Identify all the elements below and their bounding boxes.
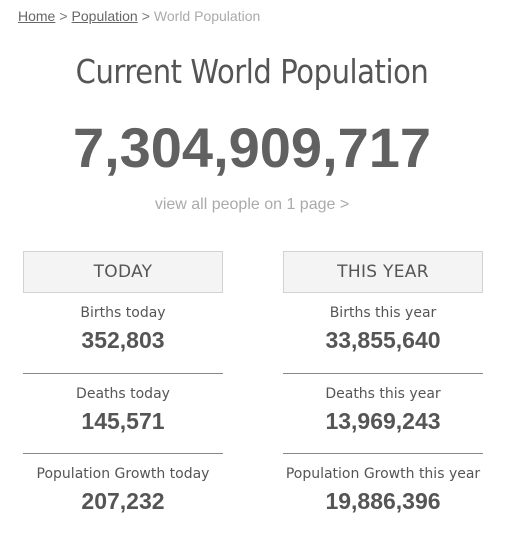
view-all-people-link[interactable]: view all people on 1 page > xyxy=(154,196,350,213)
births-today-label: Births today xyxy=(80,305,166,321)
world-population-counter: 7,304,909,717 xyxy=(72,116,432,179)
growth-this-year-stat: Population Growth this year 19,886,396 xyxy=(283,453,483,533)
growth-this-year-label: Population Growth this year xyxy=(285,466,481,482)
this-year-header: THIS YEAR xyxy=(283,251,483,293)
growth-today-stat: Population Growth today 207,232 xyxy=(23,453,223,533)
breadcrumb: Home > Population > World Population xyxy=(18,8,260,24)
deaths-today-label: Deaths today xyxy=(76,386,170,402)
breadcrumb-home-link[interactable]: Home xyxy=(18,8,56,24)
breadcrumb-separator: > xyxy=(59,8,68,24)
deaths-this-year-stat: Deaths this year 13,969,243 xyxy=(283,373,483,453)
deaths-today-stat: Deaths today 145,571 xyxy=(23,373,223,453)
breadcrumb-current: World Population xyxy=(153,8,261,24)
page-title: Current World Population xyxy=(75,52,429,91)
growth-this-year-value: 19,886,396 xyxy=(325,488,441,514)
births-this-year-value: 33,855,640 xyxy=(325,327,441,353)
births-this-year-label: Births this year xyxy=(329,305,437,321)
breadcrumb-population-link[interactable]: Population xyxy=(71,8,138,24)
births-today-stat: Births today 352,803 xyxy=(23,293,223,373)
births-this-year-stat: Births this year 33,855,640 xyxy=(283,293,483,373)
growth-today-value: 207,232 xyxy=(81,488,165,514)
growth-today-label: Population Growth today xyxy=(36,466,210,482)
today-column: TODAY Births today 352,803 Deaths today … xyxy=(23,251,223,533)
deaths-today-value: 145,571 xyxy=(81,408,165,434)
births-today-value: 352,803 xyxy=(81,327,165,353)
today-header: TODAY xyxy=(23,251,223,293)
this-year-column: THIS YEAR Births this year 33,855,640 De… xyxy=(283,251,483,533)
breadcrumb-separator: > xyxy=(141,8,150,24)
deaths-this-year-label: Deaths this year xyxy=(325,386,441,402)
deaths-this-year-value: 13,969,243 xyxy=(325,408,441,434)
